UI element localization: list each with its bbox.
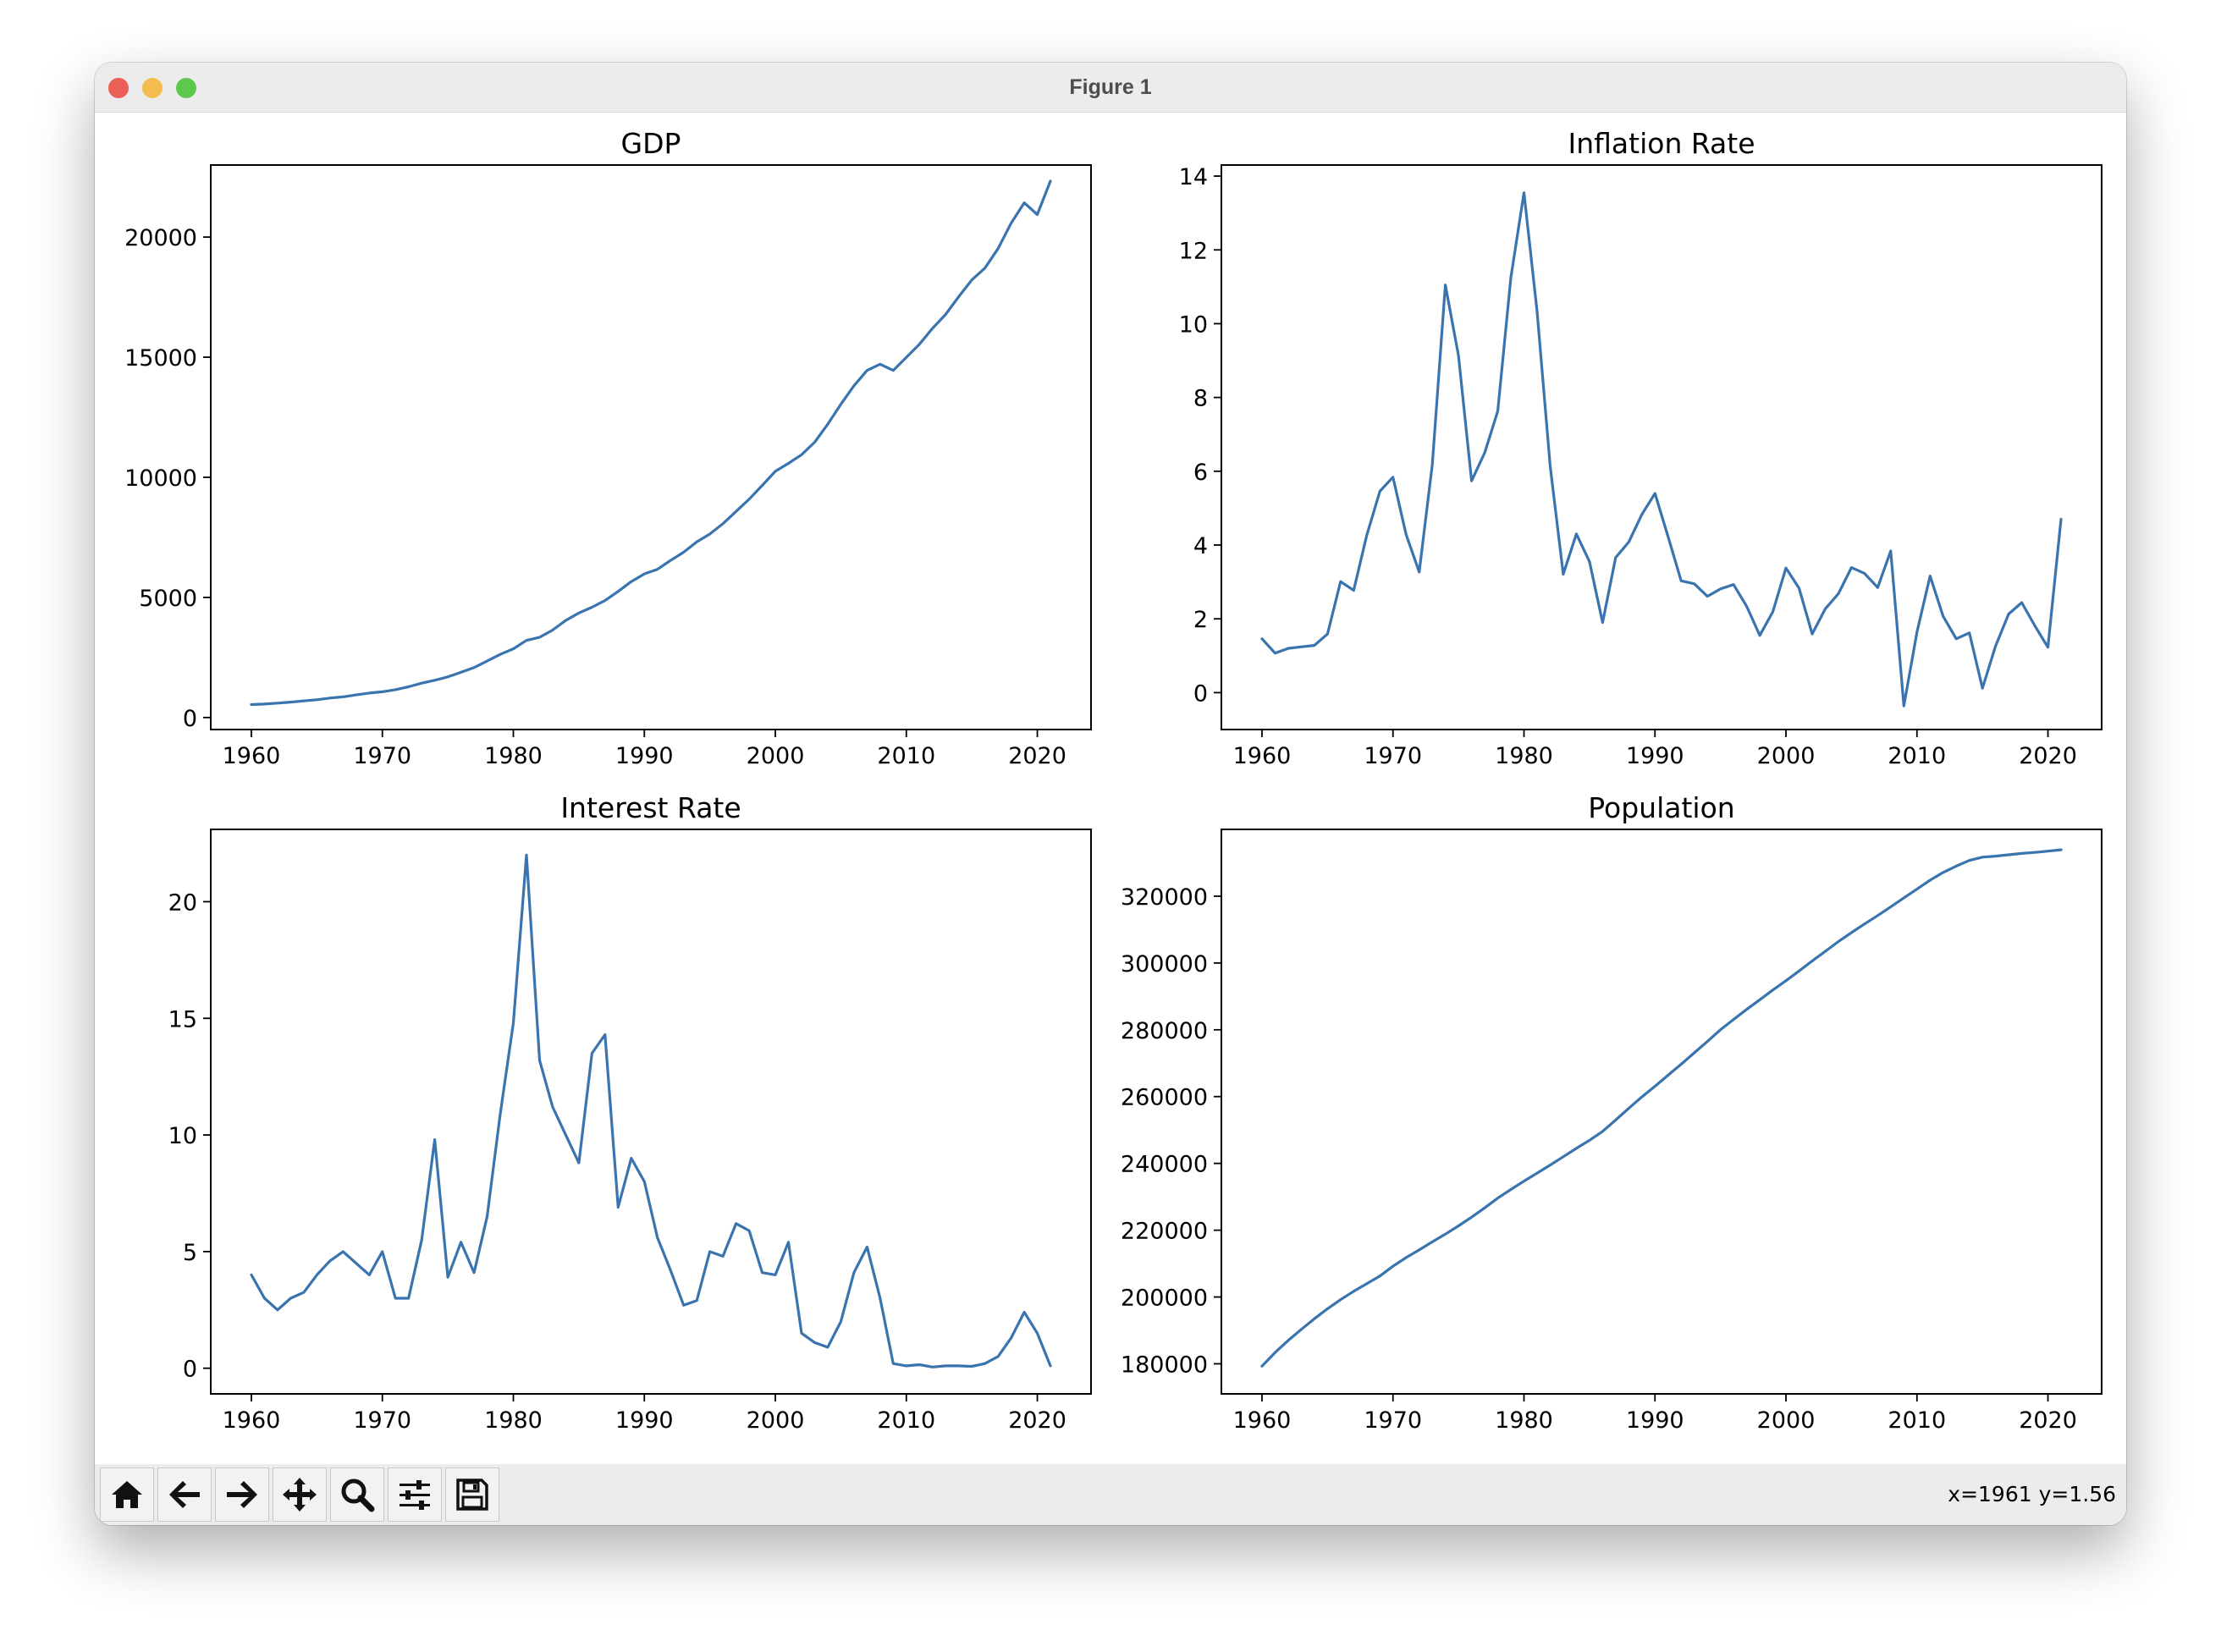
home-button[interactable] — [100, 1468, 154, 1522]
y-tick-label: 15000 — [124, 345, 197, 372]
x-tick-label: 2010 — [1888, 1407, 1946, 1434]
y-tick-label: 280000 — [1121, 1018, 1208, 1044]
figure-window: Figure 1 GDP 1960 1970 1980 1990 2000 2010 2020… — [95, 63, 2126, 1525]
x-tick-label: 1970 — [353, 1407, 411, 1434]
window-title: Figure 1 — [1069, 75, 1152, 99]
x-tick-label: 1960 — [1233, 1407, 1292, 1434]
x-tick-label: 1990 — [615, 1407, 674, 1434]
arrow-left-icon — [169, 1481, 200, 1508]
close-window-button[interactable] — [108, 78, 129, 98]
y-tick-label: 20 — [168, 889, 197, 916]
x-tick-label: 1980 — [1495, 1407, 1553, 1434]
y-tick-label: 0 — [183, 706, 197, 732]
x-tick-label: 2010 — [877, 743, 935, 769]
x-tick-label: 1960 — [223, 1407, 281, 1434]
x-tick-label: 2020 — [1008, 743, 1066, 769]
maximize-window-button[interactable] — [176, 78, 196, 98]
arrow-right-icon — [227, 1481, 257, 1508]
y-tick-label: 10000 — [124, 465, 197, 492]
y-tick-label: 2 — [1193, 607, 1208, 633]
x-tick-label: 1960 — [1233, 743, 1292, 769]
zoom-button[interactable] — [330, 1468, 384, 1522]
y-tick-label: 12 — [1179, 238, 1208, 264]
series-line — [250, 853, 1052, 1368]
axes-frame — [210, 164, 1092, 730]
back-button[interactable] — [157, 1468, 212, 1522]
y-tick-label: 0 — [1193, 680, 1208, 707]
save-button[interactable] — [445, 1468, 499, 1522]
y-tick-label: 320000 — [1121, 884, 1208, 911]
subplot-1: GDP 1960 1970 1980 1990 2000 2010 2020 0 5000 1000… — [124, 127, 1092, 769]
y-tick-label: 6 — [1193, 460, 1208, 486]
x-tick-label: 1990 — [1626, 743, 1684, 769]
y-tick-label: 5000 — [139, 586, 197, 612]
y-tick-label: 5 — [183, 1240, 197, 1266]
y-tick-label: 10 — [168, 1123, 197, 1149]
title-bar: Figure 1 — [95, 63, 2126, 113]
axes-frame — [210, 829, 1092, 1395]
y-tick-label: 8 — [1193, 386, 1208, 412]
move-icon — [283, 1478, 317, 1512]
y-tick-label: 4 — [1193, 533, 1208, 559]
y-tick-label: 14 — [1179, 164, 1208, 190]
y-tick-label: 300000 — [1121, 951, 1208, 977]
y-tick-label: 15 — [168, 1006, 197, 1032]
home-icon — [112, 1481, 142, 1508]
x-tick-label: 2010 — [1888, 743, 1946, 769]
x-tick-label: 1970 — [1364, 743, 1422, 769]
floppy-disk-icon — [456, 1479, 488, 1511]
pan-button[interactable] — [273, 1468, 327, 1522]
y-tick-label: 180000 — [1121, 1352, 1208, 1378]
axes-title: Population — [1588, 791, 1734, 824]
x-tick-label: 1980 — [484, 743, 543, 769]
y-tick-label: 10 — [1179, 311, 1208, 338]
x-tick-label: 1970 — [353, 743, 411, 769]
y-tick-label: 200000 — [1121, 1286, 1208, 1312]
x-tick-label: 2000 — [747, 1407, 805, 1434]
axes-title: GDP — [621, 127, 681, 160]
x-tick-label: 2020 — [2019, 1407, 2077, 1434]
x-tick-label: 1980 — [1495, 743, 1553, 769]
series-line — [1260, 191, 2063, 708]
x-tick-label: 2020 — [2019, 743, 2077, 769]
x-tick-label: 1970 — [1364, 1407, 1422, 1434]
forward-button[interactable] — [215, 1468, 269, 1522]
series-line — [250, 179, 1052, 707]
y-tick-label: 220000 — [1121, 1219, 1208, 1245]
x-tick-label: 1960 — [223, 743, 281, 769]
figure-canvas[interactable]: GDP 1960 1970 1980 1990 2000 2010 2020 0 5000 1000… — [95, 113, 2126, 1464]
axes-frame — [1221, 164, 2103, 730]
x-tick-label: 1990 — [615, 743, 674, 769]
x-tick-label: 2000 — [1757, 743, 1816, 769]
x-tick-label: 1990 — [1626, 1407, 1684, 1434]
x-tick-label: 2010 — [877, 1407, 935, 1434]
cursor-coordinates: x=1961 y=1.56 — [1948, 1482, 2116, 1506]
x-tick-label: 1980 — [484, 1407, 543, 1434]
y-tick-label: 260000 — [1121, 1085, 1208, 1111]
series-line — [1260, 848, 2063, 1368]
subplot-4: Population 1960 1970 1980 1990 2000 2010 2020 18… — [1121, 791, 2103, 1434]
x-tick-label: 2020 — [1008, 1407, 1066, 1434]
x-tick-label: 2000 — [747, 743, 805, 769]
x-tick-label: 2000 — [1757, 1407, 1816, 1434]
y-tick-label: 20000 — [124, 225, 197, 251]
y-tick-label: 240000 — [1121, 1152, 1208, 1178]
axes-frame — [1221, 829, 2103, 1395]
navigation-toolbar: x=1961 y=1.56 — [95, 1464, 2126, 1525]
configure-subplots-button[interactable] — [388, 1468, 442, 1522]
axes-title: Inflation Rate — [1568, 127, 1755, 160]
axes-title: Interest Rate — [560, 791, 741, 824]
minimize-window-button[interactable] — [142, 78, 163, 98]
y-tick-label: 0 — [183, 1357, 197, 1383]
sliders-icon — [400, 1480, 430, 1510]
magnifier-icon — [341, 1479, 375, 1512]
